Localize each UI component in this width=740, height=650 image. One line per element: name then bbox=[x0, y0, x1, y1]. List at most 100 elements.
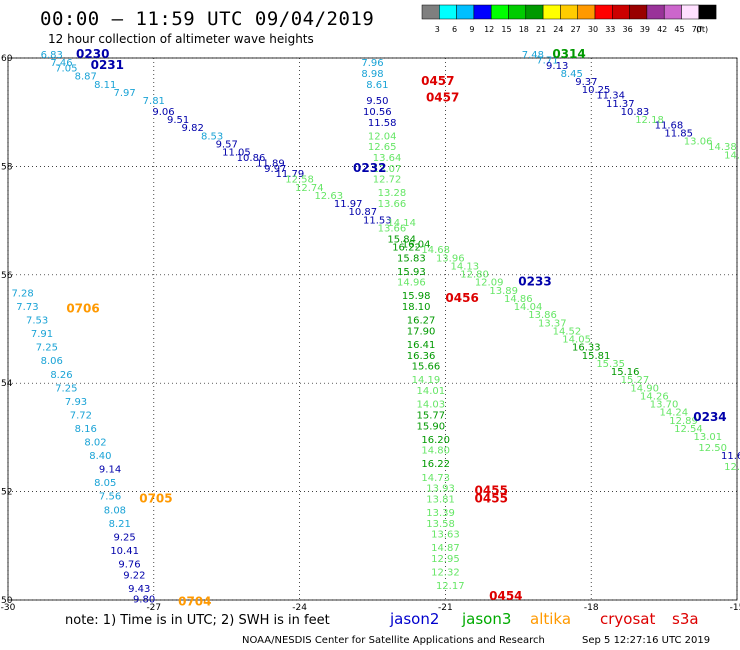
wave-height-value: 12.74 bbox=[295, 183, 324, 194]
wave-height-value: 15.16 bbox=[611, 367, 640, 378]
wave-height-value: 14. bbox=[724, 150, 740, 161]
lon-tick-label: -15 bbox=[730, 603, 740, 613]
wave-height-value: 7.93 bbox=[65, 397, 87, 408]
wave-height-value: 13.39 bbox=[426, 508, 455, 519]
wave-height-value: 8.40 bbox=[89, 451, 111, 462]
wave-height-value: 9.80 bbox=[133, 595, 155, 606]
wave-height-value: 15.66 bbox=[412, 362, 441, 373]
wave-height-value: 16.41 bbox=[407, 340, 436, 351]
wave-height-value: 7.25 bbox=[55, 383, 77, 394]
wave-height-value: 8.61 bbox=[366, 80, 388, 91]
wave-height-value: 15.93 bbox=[397, 267, 426, 278]
wave-height-value: 13.86 bbox=[528, 310, 557, 321]
wave-height-value: 14.24 bbox=[659, 408, 688, 419]
pass-time-label: 0233 bbox=[518, 275, 551, 289]
wave-height-value: 13.58 bbox=[426, 519, 455, 530]
pass-time-label: 0455 bbox=[475, 483, 508, 497]
wave-height-value: 13.07 bbox=[373, 164, 402, 175]
wave-height-value: 14.68 bbox=[421, 245, 450, 256]
colorbar-label: 36 bbox=[623, 25, 633, 34]
wave-height-value: 11.58 bbox=[368, 118, 397, 129]
pass-time-label: 0230 bbox=[76, 47, 109, 61]
wave-height-value: 14.80 bbox=[421, 446, 450, 457]
pass-time-label: 0234 bbox=[693, 410, 726, 424]
wave-height-value: 14.03 bbox=[416, 400, 445, 411]
wave-height-value: 8.45 bbox=[561, 69, 583, 80]
credit-text: NOAA/NESDIS Center for Satellite Applica… bbox=[242, 635, 545, 646]
wave-height-value: 9.50 bbox=[366, 96, 388, 107]
wave-height-value: 15.84 bbox=[387, 234, 416, 245]
wave-height-value: 11.05 bbox=[222, 148, 251, 159]
wave-height-value: 7.28 bbox=[11, 288, 33, 299]
wave-height-value: 16.22 bbox=[392, 242, 421, 253]
lon-tick-label: -21 bbox=[438, 603, 453, 613]
wave-height-value: 8.87 bbox=[75, 72, 97, 83]
wave-height-value: 15.83 bbox=[397, 253, 426, 264]
colorbar-label: 12 bbox=[484, 25, 494, 34]
wave-height-value: 10.83 bbox=[621, 107, 650, 118]
colorbar-label: 21 bbox=[536, 25, 546, 34]
wave-height-value: 11.79 bbox=[276, 169, 305, 180]
colorbar-label: 33 bbox=[605, 25, 615, 34]
wave-height-value: 12.32 bbox=[431, 568, 460, 579]
wave-height-value: 8.98 bbox=[361, 69, 383, 80]
wave-height-value: 15.35 bbox=[596, 359, 625, 370]
pass-time-label: 0454 bbox=[489, 589, 522, 603]
wave-height-value: 8.06 bbox=[41, 356, 63, 367]
pass-time-label: 0706 bbox=[66, 302, 99, 316]
wave-height-value: 8.11 bbox=[94, 80, 116, 91]
colorbar-label: 18 bbox=[519, 25, 529, 34]
wave-height-value: 7.81 bbox=[143, 96, 165, 107]
wave-height-value: 9.06 bbox=[152, 107, 174, 118]
wave-height-value: 8.16 bbox=[75, 424, 97, 435]
legend-altika: altika bbox=[530, 610, 572, 628]
wave-height-value: 9.97 bbox=[264, 164, 286, 175]
lat-tick-label: 56 bbox=[1, 271, 13, 281]
legend-jason3: jason3 bbox=[462, 610, 512, 628]
wave-height-value: 8.21 bbox=[109, 519, 131, 530]
wave-height-value: 12.58 bbox=[285, 175, 314, 186]
wave-height-value: 8.26 bbox=[50, 370, 72, 381]
wave-height-value: 15.98 bbox=[402, 291, 431, 302]
wave-height-value: 14.52 bbox=[553, 326, 582, 337]
wave-height-value: 14.87 bbox=[431, 543, 460, 554]
wave-height-value: 12.50 bbox=[698, 443, 727, 454]
pass-time-label: 0456 bbox=[445, 291, 478, 305]
colorbar-unit: (ft) bbox=[696, 25, 708, 34]
wave-height-value: 12.18 bbox=[635, 115, 664, 126]
wave-height-value: 8.02 bbox=[84, 438, 106, 449]
lon-tick-label: -27 bbox=[146, 603, 161, 613]
wave-height-value: 11.53 bbox=[363, 215, 392, 226]
wave-height-value: 7.05 bbox=[55, 64, 77, 75]
lat-tick-label: 60 bbox=[1, 54, 13, 64]
wave-height-value: 9.43 bbox=[128, 584, 150, 595]
map-frame bbox=[7, 57, 738, 601]
pass-time-label: 0232 bbox=[353, 161, 386, 175]
wave-height-value: 10.25 bbox=[582, 85, 611, 96]
legend-jason2: jason2 bbox=[390, 610, 440, 628]
wave-height-value: 7.73 bbox=[16, 302, 38, 313]
wave-height-value: 10.87 bbox=[348, 207, 377, 218]
pass-time-label: 0705 bbox=[139, 491, 172, 505]
wave-height-value: 7.46 bbox=[50, 58, 72, 69]
wave-height-value: 7.53 bbox=[26, 316, 48, 327]
wave-height-value: 16.04 bbox=[402, 240, 431, 251]
legend-s3a: s3a bbox=[672, 610, 699, 628]
wave-height-value: 7.72 bbox=[70, 410, 92, 421]
pass-time-label: 0231 bbox=[91, 58, 124, 72]
wave-height-value: 11.97 bbox=[334, 199, 363, 210]
wave-height-value: 9.25 bbox=[114, 532, 136, 543]
wave-height-value: 14.14 bbox=[387, 218, 416, 229]
wave-height-value: 11.89 bbox=[256, 158, 285, 169]
wave-height-value: 12.95 bbox=[431, 554, 460, 565]
colorbar-label: 45 bbox=[674, 25, 684, 34]
colorbar-label: 27 bbox=[571, 25, 581, 34]
colorbar-label: 24 bbox=[553, 25, 563, 34]
wave-height-value: 12.09 bbox=[475, 278, 504, 289]
wave-height-map: -30-27-24-21-18-155052545658606.837.467.… bbox=[1, 47, 740, 613]
wave-height-value: 17.90 bbox=[407, 326, 436, 337]
wave-height-value: 14.05 bbox=[562, 335, 591, 346]
wave-height-value: 13.81 bbox=[426, 494, 455, 505]
wave-height-value: 13.01 bbox=[694, 432, 723, 443]
wave-height-value: 14.86 bbox=[504, 294, 533, 305]
